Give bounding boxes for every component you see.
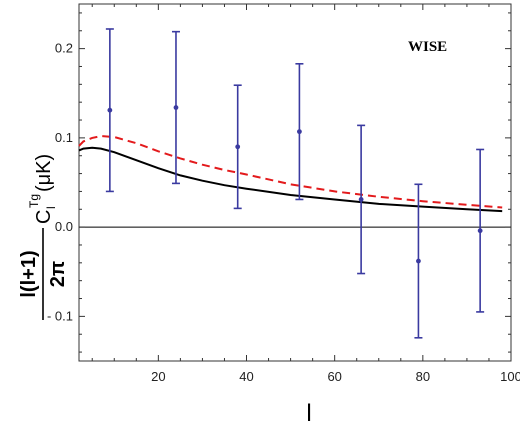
y-label-unit: (μK): [33, 154, 55, 192]
solid-curve: [78, 146, 503, 213]
y-label-numerator: l(l+1): [18, 250, 40, 297]
data-point: [173, 105, 179, 110]
data-point: [297, 129, 302, 135]
plot-frame-group: [78, 3, 512, 362]
x-tick-label: 80: [416, 369, 430, 384]
plot-frame: [78, 3, 512, 362]
y-tick-label: 0.2: [55, 41, 73, 56]
curves-group: [78, 135, 503, 213]
x-tick-label: 20: [151, 369, 165, 384]
points-group: [105, 28, 485, 339]
x-tick-label: 40: [239, 369, 253, 384]
x-axis-label: l: [306, 400, 311, 427]
y-tick-label: - 0.1: [47, 308, 73, 323]
y-tick-label: 0.1: [55, 130, 73, 145]
data-point: [235, 144, 241, 150]
y-tick-label: 0.0: [55, 219, 73, 234]
x-tick-label: 60: [327, 369, 341, 384]
y-label-denominator: 2π: [47, 261, 69, 287]
ticks-group: 20 40 60 80 100 - 0.1 0.0 0.1 0.2: [47, 4, 520, 384]
data-point: [358, 197, 364, 202]
data-point: [107, 107, 113, 113]
dashed-curve: [78, 135, 503, 209]
data-point: [416, 258, 421, 264]
y-axis-label: l(l+1) 2π C l Tg (μK): [18, 154, 69, 320]
data-point: [477, 228, 483, 234]
y-label-superscript: Tg: [27, 194, 41, 208]
y-label-symbol: C: [33, 210, 55, 224]
annotation-label: WISE: [408, 39, 447, 55]
x-tick-label: 100: [500, 369, 520, 384]
y-label-subscript: l: [44, 206, 58, 209]
